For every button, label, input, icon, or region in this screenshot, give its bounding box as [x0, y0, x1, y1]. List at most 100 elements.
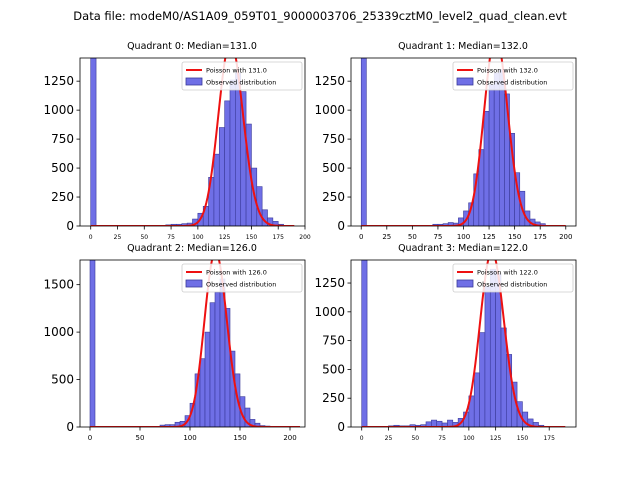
- histogram-bar: [431, 419, 438, 427]
- x-tick-label: 50: [136, 434, 145, 442]
- legend-frame: [452, 61, 574, 91]
- legend-curve-label: Poisson with 132.0: [477, 67, 538, 75]
- x-tick-label: 50: [408, 233, 417, 241]
- y-tick-label: 250: [322, 391, 345, 405]
- legend-bars-label: Observed distribution: [477, 281, 547, 289]
- x-tick-label: 25: [385, 435, 393, 442]
- legend-curve-label: Poisson with 131.0: [206, 67, 267, 75]
- histogram-bar: [473, 372, 480, 427]
- legend-bar-swatch: [185, 77, 203, 86]
- histogram-bar: [229, 79, 236, 226]
- histogram-bar: [272, 221, 279, 226]
- x-tick-label: 75: [167, 234, 175, 241]
- x-tick-label: 0: [360, 435, 364, 442]
- x-tick-label: 150: [508, 233, 521, 241]
- legend-curve-label: Poisson with 122.0: [477, 269, 538, 277]
- x-tick-label: 50: [411, 435, 419, 442]
- y-tick-label: 0: [337, 420, 345, 434]
- histogram-bar: [209, 302, 216, 427]
- y-tick-label: 1000: [314, 305, 345, 319]
- histogram-bar: [89, 260, 96, 427]
- histogram-bar: [244, 407, 251, 427]
- histogram-bar: [213, 153, 220, 226]
- legend-bar-swatch: [185, 279, 203, 288]
- quadrant-3-title: Quadrant 3: Median=122.0: [398, 243, 528, 254]
- quadrant-2-legend: Poisson with 126.0 Observed distribution: [181, 263, 303, 293]
- y-tick-label: 0: [337, 219, 345, 233]
- x-tick-label: 175: [534, 233, 547, 241]
- histogram-bar: [224, 100, 231, 226]
- x-tick-label: 75: [438, 435, 446, 442]
- histogram-bar: [214, 291, 221, 427]
- x-tick-label: 150: [233, 434, 246, 442]
- x-tick-label: 0: [359, 233, 363, 241]
- histogram-bar: [199, 358, 206, 427]
- x-tick-label: 100: [463, 435, 475, 442]
- y-tick-label: 1500: [43, 278, 74, 292]
- y-tick-label: 1000: [43, 103, 74, 117]
- y-tick-label: 1250: [314, 276, 345, 290]
- y-tick-label: 1000: [43, 325, 74, 339]
- y-tick-label: 250: [322, 190, 345, 204]
- quadrant-2-title: Quadrant 2: Median=126.0: [127, 243, 257, 254]
- axes-frame: [79, 259, 306, 428]
- y-tick-label: 0: [66, 219, 74, 233]
- legend-curve-label: Poisson with 126.0: [206, 269, 267, 277]
- x-tick-label: 175: [543, 435, 555, 442]
- histogram-bar: [493, 72, 500, 226]
- histogram-bar: [483, 110, 490, 226]
- legend-frame: [181, 61, 303, 91]
- y-tick-label: 500: [322, 161, 345, 175]
- histogram-bar: [90, 58, 97, 226]
- histogram-bar: [489, 268, 496, 427]
- y-tick-label: 500: [51, 161, 74, 175]
- x-tick-label: 100: [183, 434, 196, 442]
- x-tick-label: 175: [272, 234, 284, 241]
- quadrant-1-plot-area: [360, 58, 566, 226]
- quadrant-2-panel: Quadrant 2: Median=126.0 0 50 100 150 200 0 50…: [43, 243, 306, 442]
- quadrant-3-legend: Poisson with 122.0 Observed distribution: [452, 263, 574, 293]
- quadrant-0-title: Quadrant 0: Median=131.0: [127, 41, 257, 52]
- axes-frame: [79, 57, 306, 227]
- x-tick-label: 150: [517, 435, 529, 442]
- y-tick-label: 500: [322, 362, 345, 376]
- x-tick-label: 0: [88, 434, 92, 442]
- histogram-bar: [484, 286, 491, 427]
- quadrant-1-title: Quadrant 1: Median=132.0: [398, 41, 528, 52]
- quadrant-3-plot-area: [361, 260, 566, 427]
- histogram-bar: [361, 260, 368, 427]
- x-tick-label: 100: [457, 233, 470, 241]
- x-tick-label: 0: [89, 234, 93, 241]
- quadrant-0-plot-area: [90, 58, 295, 226]
- x-tick-label: 75: [433, 233, 442, 241]
- x-tick-label: 25: [114, 234, 122, 241]
- y-tick-label: 1250: [314, 74, 345, 88]
- histogram-bar: [479, 332, 486, 427]
- y-tick-label: 750: [322, 334, 345, 348]
- quadrant-3-panel: Quadrant 3: Median=122.0 0 25 50 75 100 125 15…: [314, 243, 577, 442]
- x-tick-label: 125: [490, 435, 502, 442]
- histogram-bar: [498, 69, 505, 226]
- x-tick-label: 25: [382, 233, 391, 241]
- quadrant-0-legend: Poisson with 131.0 Observed distribution: [181, 61, 303, 91]
- histogram-bar: [254, 422, 261, 427]
- y-tick-label: 1250: [43, 74, 74, 88]
- legend-bars-label: Observed distribution: [477, 79, 547, 87]
- poisson-curve: [361, 58, 566, 226]
- y-tick-label: 750: [322, 132, 345, 146]
- x-tick-label: 150: [246, 234, 258, 241]
- legend-bars-label: Observed distribution: [206, 79, 276, 87]
- y-tick-label: 0: [66, 420, 74, 434]
- y-tick-label: 500: [51, 373, 74, 387]
- x-tick-label: 100: [192, 234, 204, 241]
- x-tick-label: 125: [482, 233, 495, 241]
- legend-bar-swatch: [456, 279, 474, 288]
- histogram-bar: [488, 84, 495, 226]
- figure-suptitle: Data file: modeM0/AS1A09_059T01_90000037…: [73, 9, 567, 23]
- x-tick-label: 200: [283, 434, 296, 442]
- y-tick-label: 250: [51, 190, 74, 204]
- x-tick-label: 125: [219, 234, 231, 241]
- legend-bars-label: Observed distribution: [206, 281, 276, 289]
- poisson-curve: [90, 58, 295, 226]
